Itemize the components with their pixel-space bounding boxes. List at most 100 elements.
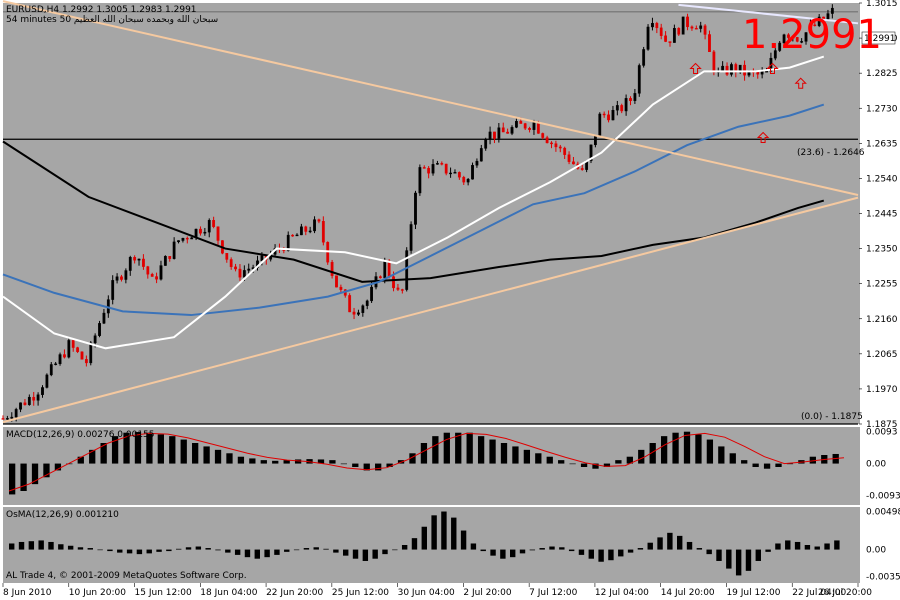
- candle: [681, 16, 685, 35]
- candle: [80, 351, 84, 360]
- candle: [207, 218, 211, 238]
- candle: [607, 110, 610, 123]
- histogram-bar: [87, 548, 93, 550]
- histogram-bar: [667, 532, 673, 550]
- histogram-bar: [510, 549, 516, 558]
- time-tick-label: 14 Jul 20:00: [661, 588, 715, 598]
- histogram-bar: [111, 436, 119, 464]
- histogram-bar: [362, 549, 369, 561]
- trendline[interactable]: [2, 0, 859, 197]
- histogram-bar: [329, 460, 336, 464]
- histogram-bar: [785, 540, 791, 550]
- price-tick-label: 1.2540: [866, 174, 898, 184]
- candle: [405, 247, 409, 292]
- price-tick-label: 1.2825: [866, 69, 898, 79]
- candle: [580, 164, 584, 171]
- candle: [45, 373, 49, 389]
- candle: [813, 21, 817, 27]
- candle: [817, 14, 821, 28]
- histogram-bar: [432, 436, 439, 464]
- histogram-bar: [729, 453, 736, 464]
- histogram-bar: [48, 541, 54, 550]
- candle: [453, 169, 457, 174]
- histogram-bar: [539, 548, 545, 550]
- histogram-bar: [615, 460, 622, 464]
- histogram-bar: [578, 549, 585, 555]
- histogram-bar: [31, 463, 39, 485]
- histogram-bar: [763, 463, 771, 469]
- macd-pane[interactable]: [3, 427, 860, 505]
- candle: [286, 231, 290, 252]
- time-tick-label: 19 Jul 12:00: [726, 588, 780, 598]
- histogram-bar: [706, 549, 712, 555]
- candle: [677, 27, 681, 36]
- candle: [229, 257, 233, 270]
- candle: [159, 260, 163, 281]
- histogram-bar: [20, 463, 27, 491]
- candle: [611, 105, 615, 121]
- candle: [422, 165, 426, 169]
- candle: [414, 190, 417, 230]
- candle: [295, 233, 299, 237]
- histogram-bar: [58, 544, 64, 550]
- histogram-bar: [683, 431, 691, 464]
- histogram-bar: [647, 542, 653, 550]
- candle: [146, 265, 150, 279]
- price-tick-label: 1.2730: [866, 104, 898, 114]
- candle: [475, 158, 479, 168]
- candle: [515, 117, 518, 129]
- histogram-bar: [203, 446, 210, 464]
- histogram-bar: [284, 549, 290, 552]
- candle: [409, 221, 413, 254]
- candle: [497, 123, 501, 143]
- candle: [449, 167, 452, 178]
- candle: [479, 144, 483, 162]
- time-tick-label: 12 Jul 04:00: [595, 588, 649, 598]
- candle: [686, 13, 689, 31]
- histogram-bar: [603, 463, 611, 467]
- histogram-bar: [775, 543, 781, 550]
- histogram-bar: [333, 549, 339, 553]
- candle: [795, 36, 799, 43]
- histogram-bar: [272, 460, 279, 464]
- candle: [427, 166, 431, 179]
- candle: [773, 48, 777, 61]
- candle: [615, 100, 619, 116]
- histogram-bar: [352, 549, 359, 559]
- candle: [506, 128, 510, 134]
- histogram-bar: [814, 546, 820, 550]
- time-tick-label: 22 Jun 20:00: [266, 588, 323, 598]
- price-pane[interactable]: [3, 3, 860, 424]
- histogram-bar: [249, 458, 256, 464]
- candle: [637, 63, 641, 97]
- candle: [339, 284, 343, 293]
- current-price-box: [861, 31, 896, 45]
- candle: [326, 241, 330, 265]
- histogram-bar: [460, 530, 467, 550]
- time-tick-label: 8 Jun 2010: [3, 588, 52, 598]
- candle: [690, 25, 694, 31]
- candle: [804, 32, 808, 45]
- time-tick-label: 26 Jul 20:00: [818, 588, 872, 598]
- histogram-bar: [146, 432, 153, 464]
- candle: [440, 161, 444, 166]
- candle: [357, 309, 360, 316]
- price-tick-label: 1.1970: [866, 385, 898, 395]
- histogram-bar: [38, 540, 44, 550]
- trendline[interactable]: [678, 3, 859, 25]
- candle: [36, 392, 40, 406]
- indicator-tick-label: 0.00: [866, 460, 886, 470]
- histogram-bar: [549, 546, 555, 550]
- histogram-bar: [392, 549, 398, 551]
- histogram-bar: [809, 456, 816, 464]
- candle: [317, 218, 321, 224]
- fib-level-label-23-6: (23.6) - 1.2646: [797, 148, 865, 158]
- trendline[interactable]: [2, 196, 859, 424]
- histogram-bar: [283, 460, 290, 464]
- candle: [67, 337, 71, 359]
- histogram-bar: [166, 549, 172, 552]
- histogram-bar: [126, 549, 133, 554]
- candle: [41, 385, 44, 398]
- histogram-bar: [117, 549, 123, 553]
